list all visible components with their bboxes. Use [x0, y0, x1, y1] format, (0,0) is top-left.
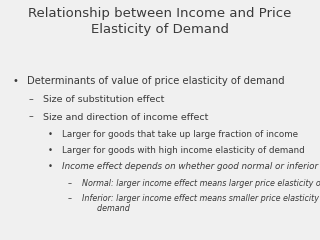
Text: Relationship between Income and Price
Elasticity of Demand: Relationship between Income and Price El… — [28, 7, 292, 36]
Text: Larger for goods with high income elasticity of demand: Larger for goods with high income elasti… — [62, 146, 305, 155]
Text: Determinants of value of price elasticity of demand: Determinants of value of price elasticit… — [27, 76, 285, 86]
Text: •: • — [48, 130, 53, 139]
Text: Income effect depends on whether good normal or inferior: Income effect depends on whether good no… — [62, 162, 318, 171]
Text: •: • — [48, 146, 53, 155]
Text: Inferior: larger income effect means smaller price elasticity of
      demand: Inferior: larger income effect means sma… — [82, 194, 320, 213]
Text: –: – — [67, 179, 71, 188]
Text: Size of substitution effect: Size of substitution effect — [43, 95, 164, 104]
Text: –: – — [29, 113, 34, 121]
Text: •: • — [48, 162, 53, 171]
Text: Normal: larger income effect means larger price elasticity of demand: Normal: larger income effect means large… — [82, 179, 320, 188]
Text: Larger for goods that take up large fraction of income: Larger for goods that take up large frac… — [62, 130, 298, 139]
Text: –: – — [29, 95, 34, 104]
Text: •: • — [13, 76, 19, 86]
Text: –: – — [67, 194, 71, 203]
Text: Size and direction of income effect: Size and direction of income effect — [43, 113, 209, 121]
